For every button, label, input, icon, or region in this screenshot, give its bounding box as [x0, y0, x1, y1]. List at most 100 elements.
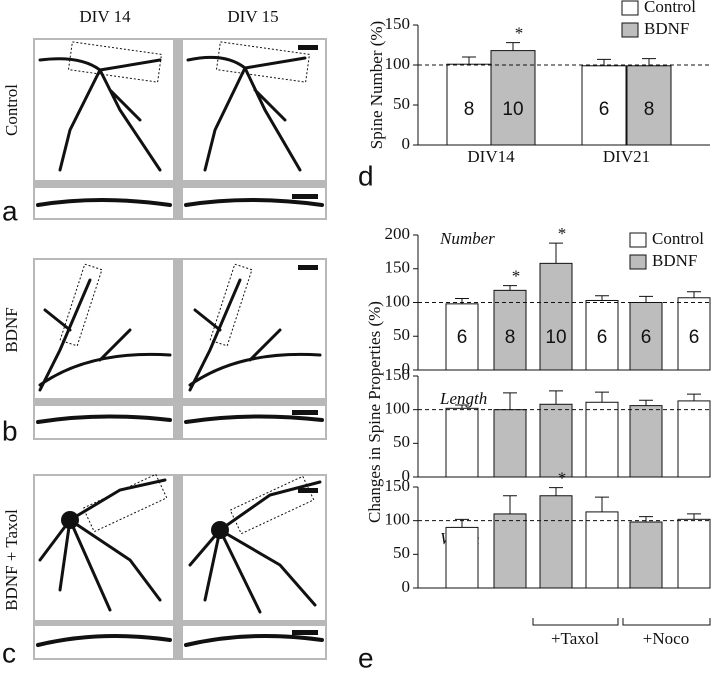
significance: *	[512, 267, 521, 286]
panel-letter: c	[2, 637, 16, 668]
y-tick-label: 200	[385, 224, 411, 243]
y-axis-label: Spine Number (%)	[367, 21, 386, 149]
y-tick-label: 0	[402, 134, 411, 153]
y-tick-label: 150	[385, 365, 411, 384]
y-tick-label: 50	[393, 325, 410, 344]
row-label: BDNF	[2, 307, 21, 352]
error-bar	[595, 496, 609, 512]
bar	[539, 495, 573, 589]
significance: *	[515, 24, 524, 43]
y-tick-label: 100	[385, 54, 411, 73]
image	[35, 406, 173, 438]
legend-label: Control	[644, 0, 696, 16]
error-bar	[455, 297, 469, 304]
legend-swatch	[621, 0, 639, 16]
bar	[629, 302, 663, 371]
error-bar	[595, 391, 609, 403]
bar	[493, 513, 527, 589]
significance: *	[558, 224, 567, 243]
bar	[585, 511, 619, 589]
scale-bars	[292, 45, 318, 635]
bar	[493, 409, 527, 478]
group-label: +Taxol	[551, 629, 599, 648]
bar	[626, 65, 672, 146]
error-bar	[595, 295, 609, 301]
bar	[585, 299, 619, 371]
y-tick-label: 150	[385, 258, 411, 277]
bar	[677, 297, 711, 371]
soma	[211, 521, 229, 539]
n-label: 6	[599, 99, 610, 120]
y-tick-label: 0	[402, 466, 411, 485]
error-bar	[549, 487, 563, 496]
y-tick-label: 100	[385, 291, 411, 310]
n-label: 6	[641, 327, 652, 348]
error-bar	[462, 56, 476, 65]
bar	[445, 526, 479, 589]
y-tick-label: 50	[393, 543, 410, 562]
error-bar	[687, 513, 701, 520]
row-label: Control	[2, 84, 21, 136]
y-tick-label: 50	[393, 94, 410, 113]
legend-label: Control	[652, 229, 704, 248]
legend-swatch	[629, 254, 647, 270]
y-tick-label: 0	[402, 359, 411, 378]
n-label: 6	[689, 327, 700, 348]
x-tick-label: DIV21	[603, 147, 650, 166]
bar	[629, 405, 663, 478]
panel-letter: d	[358, 160, 374, 191]
dendrites	[36, 55, 324, 647]
bar	[677, 400, 711, 478]
error-bar	[639, 399, 653, 406]
bar	[585, 401, 619, 478]
subplot-title: Length	[439, 389, 487, 408]
micrographs	[33, 38, 327, 660]
y-tick-label: 0	[402, 577, 411, 596]
legend-swatch	[621, 22, 639, 38]
error-bar	[639, 295, 653, 303]
panel-letter: a	[2, 195, 18, 226]
n-label: 6	[597, 327, 608, 348]
y-tick-label: 100	[385, 399, 411, 418]
legend-label: BDNF	[652, 251, 697, 270]
error-bar	[549, 390, 563, 405]
column-label: DIV 14	[79, 7, 131, 26]
error-bar	[503, 285, 517, 291]
n-label: 8	[505, 327, 516, 348]
error-bar	[687, 393, 701, 401]
subplot-title: Number	[439, 229, 495, 248]
bar	[539, 262, 573, 371]
error-bar	[503, 495, 517, 514]
bar	[445, 407, 479, 478]
row-label: BDNF + Taxol	[2, 509, 21, 611]
legend-label: BDNF	[644, 19, 689, 38]
n-label: 6	[457, 327, 468, 348]
y-axis-label: Changes in Spine Properties (%)	[365, 301, 384, 523]
bar	[446, 63, 492, 146]
error-bar	[687, 291, 701, 298]
image	[183, 40, 325, 180]
error-bar	[503, 392, 517, 410]
n-label: 10	[545, 327, 566, 348]
soma	[61, 511, 79, 529]
x-tick-label: DIV14	[467, 147, 515, 166]
y-tick-label: 150	[385, 476, 411, 495]
bar	[677, 518, 711, 589]
image	[35, 260, 173, 398]
bar	[629, 521, 663, 589]
column-label: DIV 15	[227, 7, 278, 26]
group-label: +Noco	[643, 629, 689, 648]
n-label: 8	[464, 99, 475, 120]
y-tick-label: 150	[385, 14, 411, 33]
error-bar	[506, 42, 520, 51]
y-tick-label: 100	[385, 510, 411, 529]
bar	[539, 403, 573, 478]
y-tick-label: 50	[393, 432, 410, 451]
panel-letter: b	[2, 415, 18, 446]
significance: *	[558, 469, 567, 488]
error-bar	[455, 404, 469, 409]
n-label: 10	[502, 99, 523, 120]
error-bar	[639, 516, 653, 523]
bar	[490, 50, 536, 146]
